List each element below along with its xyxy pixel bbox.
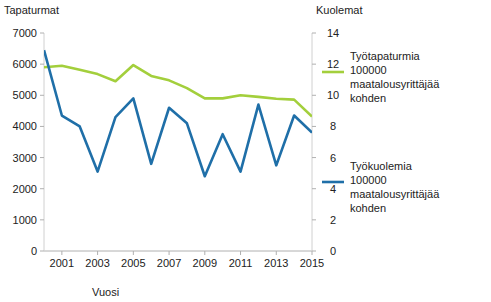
y2-tick-label: 0 — [330, 245, 336, 257]
y-tick-label: 1000 — [13, 214, 37, 226]
legend-label-line: maatalousyrittäjää — [350, 78, 440, 90]
legend-label-line: maatalousyrittäjää — [350, 188, 440, 200]
y2-tick — [312, 219, 316, 220]
legend-label: Työkuolemia 100000 maatalousyrittäjää kohde… — [350, 160, 440, 214]
x-tick — [97, 251, 98, 255]
legend-label-line: Työkuolemia — [350, 160, 413, 172]
x-tick-label: 2011 — [229, 257, 253, 269]
y2-tick — [312, 64, 316, 65]
legend-label: Työtapaturmia 100000 maatalousyrittäjää koh… — [350, 50, 440, 104]
legend-label-line: 100000 — [350, 174, 387, 186]
y-tick — [40, 251, 44, 252]
y-tick-label: 3000 — [13, 152, 37, 164]
y2-tick — [312, 126, 316, 127]
y2-tick-label: 12 — [327, 58, 339, 70]
legend-swatch — [322, 181, 344, 184]
y2-tick — [312, 251, 316, 252]
x-tick-label: 2005 — [121, 257, 145, 269]
x-tick-label: 2001 — [50, 257, 74, 269]
y-tick-label: 4000 — [13, 120, 37, 132]
legend-label-line: 100000 — [350, 64, 387, 76]
legend-label-line: kohden — [350, 202, 386, 214]
x-tick-label: 2007 — [157, 257, 181, 269]
x-tick — [276, 251, 277, 255]
y-tick-label: 7000 — [13, 27, 37, 39]
y2-tick — [312, 33, 316, 34]
y-tick — [40, 64, 44, 65]
y2-axis — [312, 33, 313, 251]
y2-tick — [312, 95, 316, 96]
y2-tick-label: 2 — [330, 214, 336, 226]
series-line — [44, 50, 312, 176]
y2-tick-label: 6 — [330, 152, 336, 164]
y-tick-label: 5000 — [13, 89, 37, 101]
series-line — [44, 65, 312, 116]
y-tick — [40, 219, 44, 220]
y-tick — [40, 126, 44, 127]
y-tick-label: 6000 — [13, 58, 37, 70]
y-tick-label: 2000 — [13, 183, 37, 195]
x-tick — [169, 251, 170, 255]
y2-tick — [312, 188, 316, 189]
x-tick — [240, 251, 241, 255]
y-axis — [44, 33, 45, 251]
x-axis — [44, 251, 312, 252]
y-tick — [40, 33, 44, 34]
x-tick-label: 2009 — [193, 257, 217, 269]
x-tick-label: 2015 — [300, 257, 324, 269]
y-tick — [40, 157, 44, 158]
legend-swatch — [322, 71, 344, 74]
x-tick — [204, 251, 205, 255]
x-axis-title: Vuosi — [92, 286, 119, 298]
x-tick — [133, 251, 134, 255]
y2-tick-label: 10 — [327, 89, 339, 101]
y2-tick-label: 8 — [330, 120, 336, 132]
legend-label-line: kohden — [350, 92, 386, 104]
y2-tick — [312, 157, 316, 158]
x-tick-label: 2013 — [264, 257, 288, 269]
x-tick-label: 2003 — [85, 257, 109, 269]
y2-axis-title: Kuolemat — [316, 4, 362, 16]
x-tick — [312, 251, 313, 255]
y-tick — [40, 188, 44, 189]
plot-area — [44, 50, 312, 176]
y-tick — [40, 95, 44, 96]
legend-label-line: Työtapaturmia — [350, 50, 421, 62]
y2-tick-label: 4 — [330, 183, 336, 195]
chart: 0 1000 2000 3000 4000 5000 6000 7000 0 2 4 6 8 10 12 14… — [0, 0, 491, 302]
x-tick — [61, 251, 62, 255]
y-axis-title: Tapaturmat — [4, 4, 59, 16]
y2-tick-label: 14 — [327, 27, 339, 39]
y-tick-label: 0 — [31, 245, 37, 257]
